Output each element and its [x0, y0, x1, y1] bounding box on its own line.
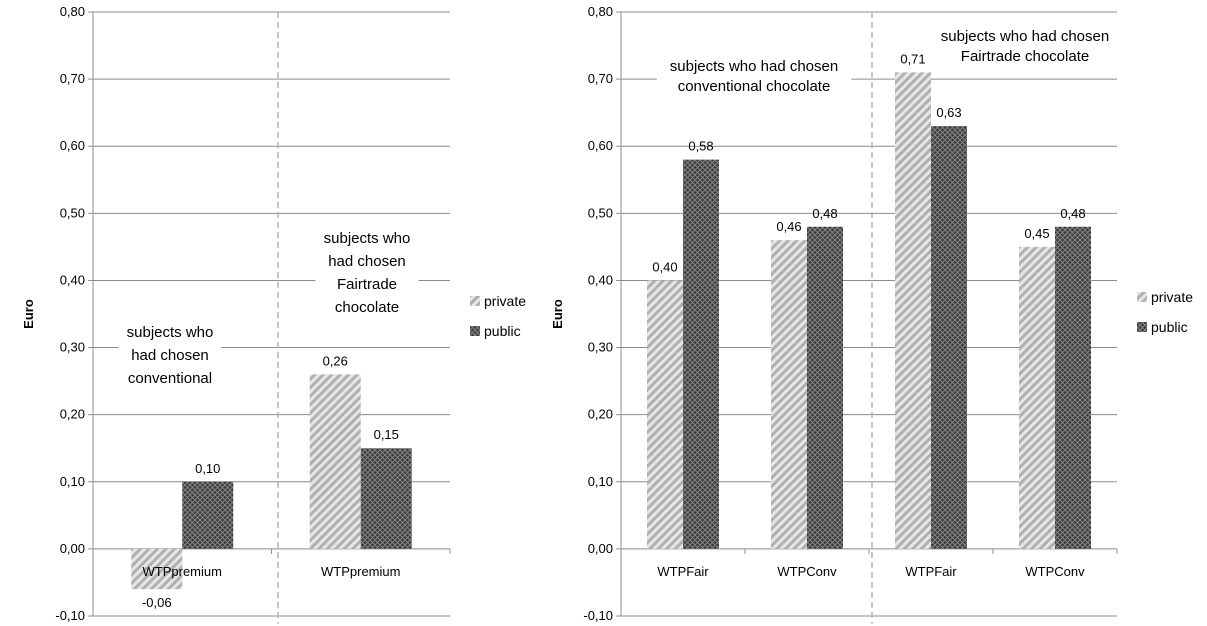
legend-label-public: public [484, 323, 521, 339]
bar-private [1019, 246, 1055, 549]
data-label: 0,58 [688, 139, 713, 154]
category-label: WTPpremium [321, 564, 400, 579]
y-tick-label: 0,00 [588, 541, 613, 556]
data-label: 0,46 [776, 219, 801, 234]
data-label: 0,10 [195, 461, 220, 476]
annotation-background [315, 222, 419, 320]
bar-public [683, 159, 719, 549]
legend-label-private: private [484, 293, 526, 309]
y-tick-label: 0,10 [588, 474, 613, 489]
legend-label-public: public [1151, 319, 1188, 335]
y-tick-label: 0,00 [60, 541, 85, 556]
annotation-line: conventional [128, 370, 212, 387]
y-tick-label: 0,80 [60, 4, 85, 19]
annotation-line: subjects who [324, 230, 411, 247]
annotation-line: Fairtrade chocolate [961, 48, 1089, 65]
data-label: 0,48 [1060, 206, 1085, 221]
bar-private [309, 374, 361, 549]
bar-private [647, 280, 683, 549]
y-tick-label: 0,60 [588, 138, 613, 153]
y-axis-title: Euro [550, 299, 565, 329]
category-label: WTPFair [657, 564, 709, 579]
bar-public [182, 481, 234, 549]
category-label: WTPFair [905, 564, 957, 579]
annotation-line: subjects who had chosen [941, 28, 1109, 45]
annotation-line: had chosen [131, 347, 209, 364]
bar-public [360, 448, 412, 549]
y-tick-label: -0,10 [583, 608, 613, 623]
data-label: 0,48 [812, 206, 837, 221]
y-axis-title: Euro [21, 299, 36, 329]
y-tick-label: 0,30 [588, 340, 613, 355]
category-label: WTPpremium [143, 564, 222, 579]
legend-swatch-private [1137, 292, 1147, 302]
bar-private [895, 72, 931, 549]
legend-swatch-public [1137, 322, 1147, 332]
data-label: 0,15 [374, 427, 399, 442]
bar-private [771, 240, 807, 549]
annotation-background [118, 316, 222, 391]
bar-public [807, 226, 843, 549]
y-tick-label: 0,70 [60, 71, 85, 86]
annotation-line: conventional chocolate [678, 78, 831, 95]
y-tick-label: 0,50 [60, 205, 85, 220]
chart-right: -0,10 0,00 0,10 0,20 0,30 0,40 0,50 0,60 0,70 0,8… [550, 4, 1193, 624]
bar-private [131, 548, 183, 590]
legend-label-private: private [1151, 289, 1193, 305]
category-label: WTPConv [1025, 564, 1085, 579]
y-tick-label: 0,10 [60, 474, 85, 489]
y-tick-label: 0,70 [588, 71, 613, 86]
legend-swatch-public [470, 326, 480, 336]
annotation-line: Fairtrade [337, 276, 397, 293]
legend-swatch-private [470, 296, 480, 306]
annotation-background [656, 53, 852, 99]
y-tick-label: 0,20 [588, 407, 613, 422]
data-label: 0,40 [652, 259, 677, 274]
y-tick-label: 0,60 [60, 138, 85, 153]
annotation-background [931, 23, 1119, 69]
y-tick-label: -0,10 [55, 608, 85, 623]
bar-public [1055, 226, 1091, 549]
y-tick-label: 0,20 [60, 407, 85, 422]
annotation-line: subjects who [127, 324, 214, 341]
annotation-line: subjects who had chosen [670, 58, 838, 75]
data-label: -0,06 [142, 595, 172, 610]
data-label: 0,26 [323, 353, 348, 368]
bar-public [931, 126, 967, 549]
data-label: 0,45 [1024, 226, 1049, 241]
data-label: 0,71 [900, 51, 925, 66]
data-label: 0,63 [936, 105, 961, 120]
annotation-line: chocolate [335, 299, 399, 316]
chart-left: -0,10 0,00 0,10 0,20 0,30 0,40 0,50 0,60 0,70 0,8… [21, 4, 526, 624]
y-tick-label: 0,40 [588, 272, 613, 287]
annotation-line: had chosen [328, 253, 406, 270]
y-tick-label: 0,80 [588, 4, 613, 19]
y-tick-label: 0,30 [60, 340, 85, 355]
y-tick-label: 0,50 [588, 205, 613, 220]
category-label: WTPConv [777, 564, 837, 579]
y-tick-label: 0,40 [60, 272, 85, 287]
